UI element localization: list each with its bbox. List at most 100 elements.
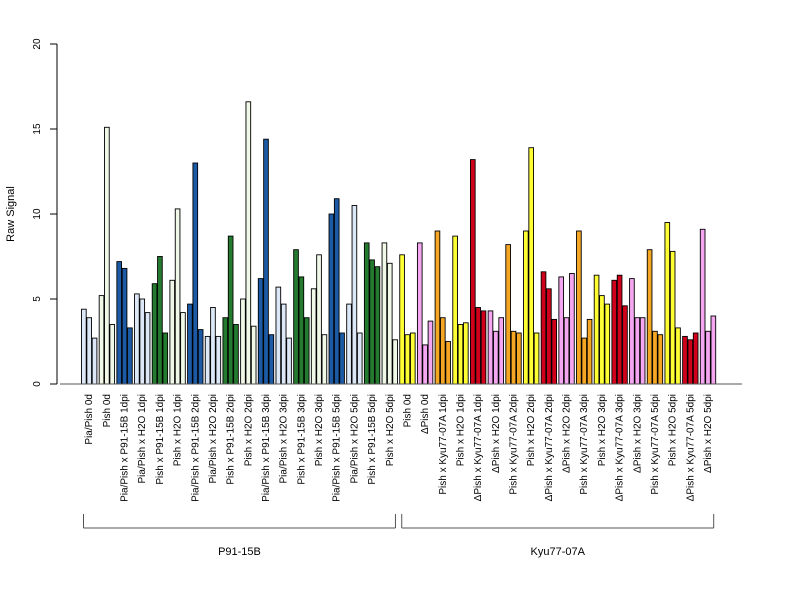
bar: [710, 315, 717, 385]
bar: [250, 325, 257, 385]
bar: [629, 278, 635, 385]
bar: [346, 303, 352, 385]
x-tick-label: Pia/Pish x H2O 1dpi: [137, 394, 148, 484]
bar: [321, 334, 328, 385]
bar: [599, 295, 605, 385]
bar: [480, 310, 487, 385]
bar: [422, 344, 428, 385]
bar: [109, 324, 116, 385]
y-tick-label: 5: [32, 296, 43, 302]
bar: [528, 147, 534, 385]
bar: [275, 286, 282, 385]
bar: [98, 295, 105, 385]
x-tick-label: Pish x H2O 3dpi: [314, 394, 325, 466]
x-tick-label: Pia/Pish x H2O 5dpi: [349, 394, 360, 484]
x-tick-label: ΔPish x H2O 3dpi: [632, 394, 643, 473]
bar: [657, 334, 664, 385]
bar: [127, 327, 133, 385]
bars-layer: [81, 101, 717, 385]
x-tick-label: Pish x Kyu77-07A 1dpi: [438, 394, 449, 495]
bar: [298, 276, 305, 385]
bar: [180, 312, 186, 385]
x-tick-label: Pish x P91-15B 3dpi: [296, 394, 307, 485]
bar: [333, 198, 340, 385]
bar: [475, 307, 481, 385]
bar: [392, 339, 398, 385]
x-tick-label: Pia/Pish x P91-15B 2dpi: [190, 394, 201, 502]
bar: [687, 339, 694, 385]
bar: [192, 162, 199, 385]
bar: [162, 332, 169, 385]
bar: [116, 261, 123, 385]
bar: [157, 256, 163, 385]
bar: [86, 317, 92, 385]
bar: [546, 288, 552, 385]
x-tick-label: Pish x P91-15B 1dpi: [155, 394, 166, 485]
bar: [669, 250, 676, 385]
bar: [505, 244, 511, 385]
bar: [692, 332, 699, 385]
bar: [452, 235, 458, 385]
bar: [445, 341, 451, 385]
bar: [240, 298, 246, 385]
bar: [310, 288, 317, 385]
bar: [139, 298, 146, 385]
y-axis: 0 5 10 15 20: [32, 38, 58, 387]
bar: [263, 138, 269, 385]
x-tick-label: Pish x Kyu77-07A 5dpi: [650, 394, 661, 495]
bar: [563, 317, 570, 385]
bar: [151, 283, 158, 385]
bar: [440, 317, 446, 385]
x-tick-label: Pish x H2O 5dpi: [385, 394, 396, 466]
bar: [187, 303, 193, 385]
bar: [339, 332, 345, 385]
bar: [516, 332, 522, 385]
bar: [316, 254, 322, 385]
bar: [286, 337, 292, 385]
bar: [363, 242, 370, 385]
bar: [233, 324, 239, 385]
bar: [409, 332, 416, 385]
x-tick-label: ΔPish x H2O 2dpi: [562, 394, 573, 473]
x-tick-label: Pish 0d: [102, 394, 113, 427]
x-tick-label: Pish x H2O 2dpi: [243, 394, 254, 466]
x-tick-label: Pia/Pish x H2O 3dpi: [279, 394, 290, 484]
bar: [604, 303, 611, 385]
bar: [427, 320, 434, 385]
x-tick-label: Pish x H2O 1dpi: [173, 394, 184, 466]
bar: [470, 159, 476, 385]
bar: [245, 101, 252, 385]
x-tick-label: Pish x P91-15B 5dpi: [367, 394, 378, 485]
group-label: P91-15B: [218, 546, 261, 558]
bar: [268, 334, 275, 385]
bar: [523, 230, 529, 385]
bar: [197, 329, 204, 385]
bar: [463, 322, 469, 385]
x-tick-label: Pish 0d: [402, 394, 413, 427]
x-tick-label: ΔPish x Kyu77-07A 2dpi: [544, 394, 555, 501]
x-tick-label: Pish x Kyu77-07A 3dpi: [579, 394, 590, 495]
bar: [222, 317, 229, 385]
bar: [675, 327, 681, 385]
bar: [121, 267, 128, 385]
bar: [104, 126, 110, 385]
y-tick-label: 10: [32, 208, 43, 220]
bar: [664, 222, 671, 385]
x-tick-label: Pish x Kyu77-07A 2dpi: [509, 394, 520, 495]
x-tick-label: Pia/Pish x P91-15B 5dpi: [332, 394, 343, 502]
bar: [705, 330, 711, 385]
bar: [434, 230, 441, 385]
bar: [611, 279, 618, 385]
bar: [416, 242, 423, 385]
bar: [303, 317, 310, 385]
bar: [540, 271, 547, 385]
bar: [569, 273, 575, 385]
bar: [634, 317, 641, 385]
x-tick-label: Pia/Pish x H2O 2dpi: [208, 394, 219, 484]
bar: [215, 335, 222, 385]
bar: [652, 330, 658, 385]
x-tick-label: Pia/Pish 0d: [84, 394, 95, 445]
bar: [404, 334, 411, 385]
x-tick-label: ΔPish x Kyu77-07A 1dpi: [473, 394, 484, 501]
